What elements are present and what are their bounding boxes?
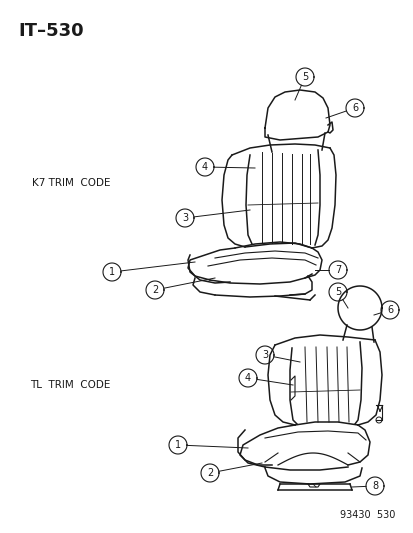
Text: IT–530: IT–530 — [18, 22, 83, 40]
Text: 1: 1 — [109, 267, 115, 277]
Text: 6: 6 — [351, 103, 357, 113]
Text: 4: 4 — [244, 373, 250, 383]
Text: 5: 5 — [334, 287, 340, 297]
Text: 8: 8 — [371, 481, 377, 491]
Text: 2: 2 — [206, 468, 213, 478]
Text: 6: 6 — [386, 305, 392, 315]
Text: 93430  530: 93430 530 — [339, 510, 394, 520]
Text: 3: 3 — [181, 213, 188, 223]
Text: TL  TRIM  CODE: TL TRIM CODE — [30, 380, 110, 390]
Text: K7 TRIM  CODE: K7 TRIM CODE — [32, 178, 110, 188]
Text: 7: 7 — [334, 265, 340, 275]
Text: 3: 3 — [261, 350, 267, 360]
Text: 1: 1 — [175, 440, 180, 450]
Text: 5: 5 — [301, 72, 307, 82]
Text: 2: 2 — [152, 285, 158, 295]
Text: 4: 4 — [202, 162, 208, 172]
